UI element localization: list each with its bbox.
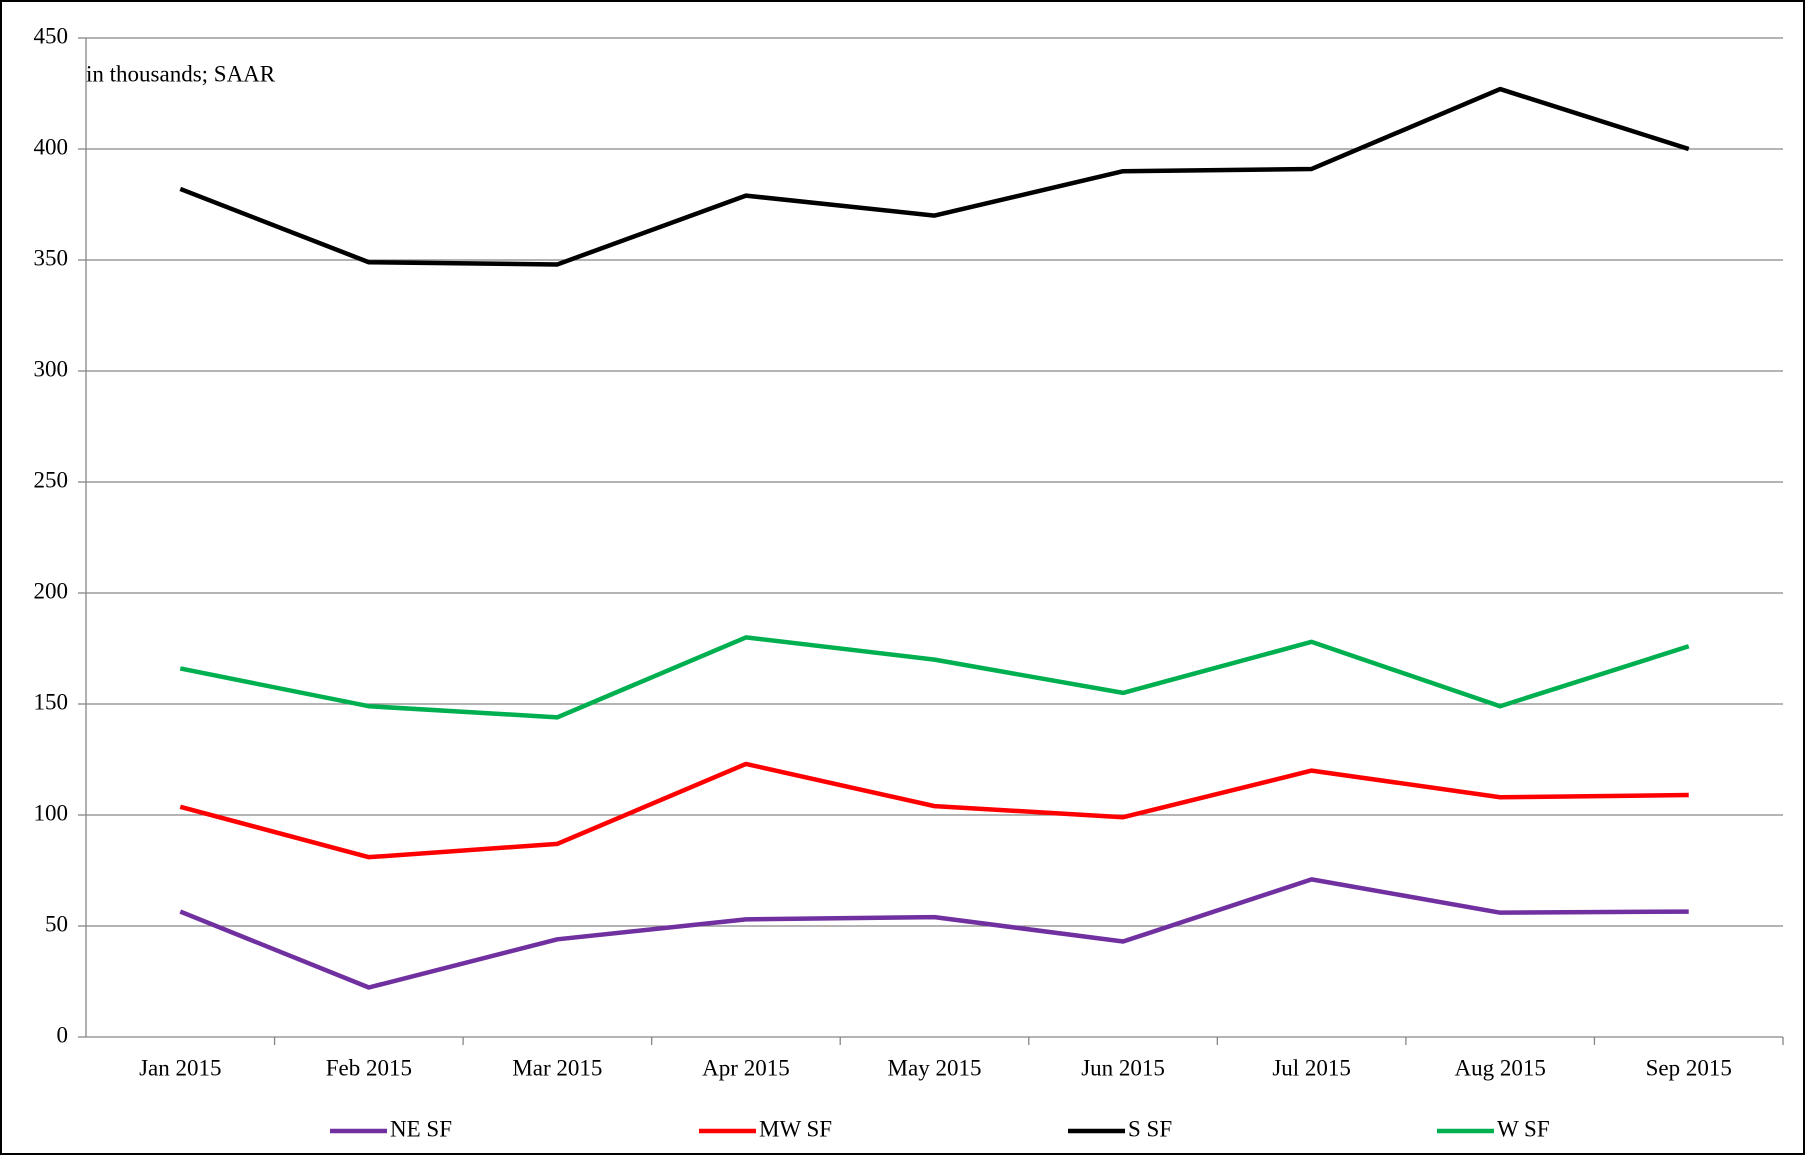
y-tick-label: 0 — [57, 1022, 69, 1047]
x-tick-label: May 2015 — [888, 1055, 982, 1080]
x-tick-label: Jan 2015 — [139, 1055, 221, 1080]
legend-label: W SF — [1497, 1116, 1550, 1141]
legend-label: S SF — [1128, 1116, 1172, 1141]
y-tick-label: 50 — [45, 911, 68, 936]
x-tick-label: Sep 2015 — [1646, 1055, 1732, 1080]
series-line — [179, 761, 1689, 860]
series-line — [179, 877, 1689, 990]
series-line — [179, 86, 1690, 267]
y-tick-label: 300 — [34, 356, 69, 381]
x-tick-label: Jun 2015 — [1081, 1055, 1165, 1080]
x-tick-label: Mar 2015 — [512, 1055, 602, 1080]
y-tick-label: 400 — [34, 134, 69, 159]
y-tick-label: 350 — [34, 245, 69, 270]
x-tick-label: Feb 2015 — [326, 1055, 412, 1080]
legend-label: NE SF — [390, 1116, 452, 1141]
y-tick-label: 200 — [34, 578, 69, 603]
series-line — [179, 635, 1690, 720]
x-tick-label: Apr 2015 — [702, 1055, 790, 1080]
y-tick-label: 100 — [34, 800, 69, 825]
x-tick-label: Aug 2015 — [1454, 1055, 1545, 1080]
y-tick-label: 450 — [34, 23, 69, 48]
legend-label: MW SF — [759, 1116, 832, 1141]
annotation: in thousands; SAAR — [86, 61, 276, 86]
y-tick-label: 150 — [34, 689, 69, 714]
x-tick-label: Jul 2015 — [1272, 1055, 1351, 1080]
y-tick-label: 250 — [34, 467, 69, 492]
